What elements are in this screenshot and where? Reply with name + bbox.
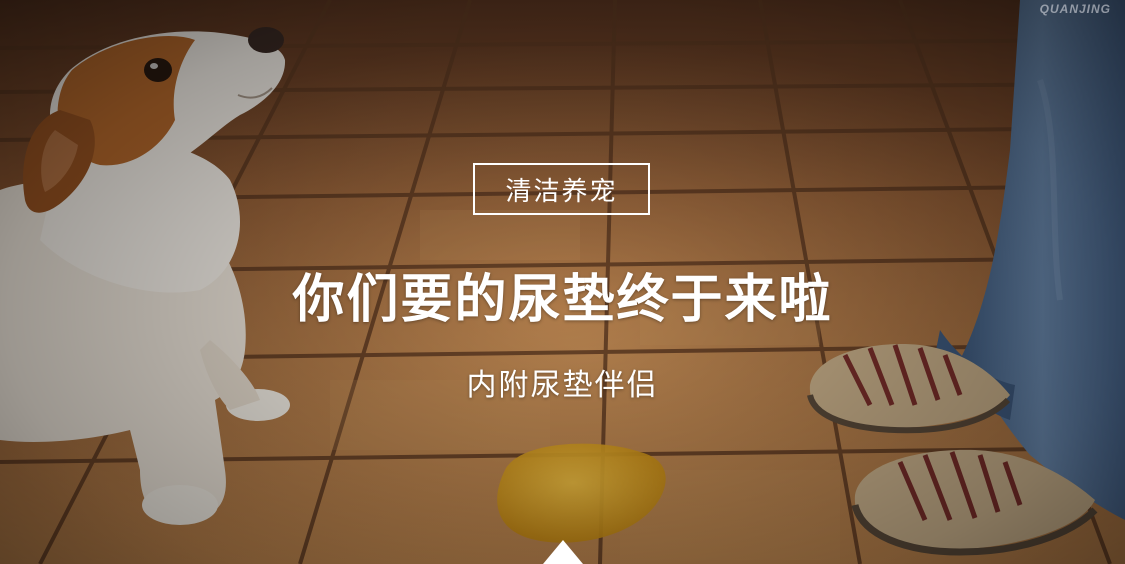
headline: 你们要的尿垫终于来啦	[292, 270, 833, 330]
triangle-up-icon	[543, 540, 583, 564]
category-tag: 清洁养宠	[473, 163, 650, 215]
watermark: QUANJING	[1039, 2, 1111, 16]
subheadline: 内附尿垫伴侣	[466, 368, 659, 403]
